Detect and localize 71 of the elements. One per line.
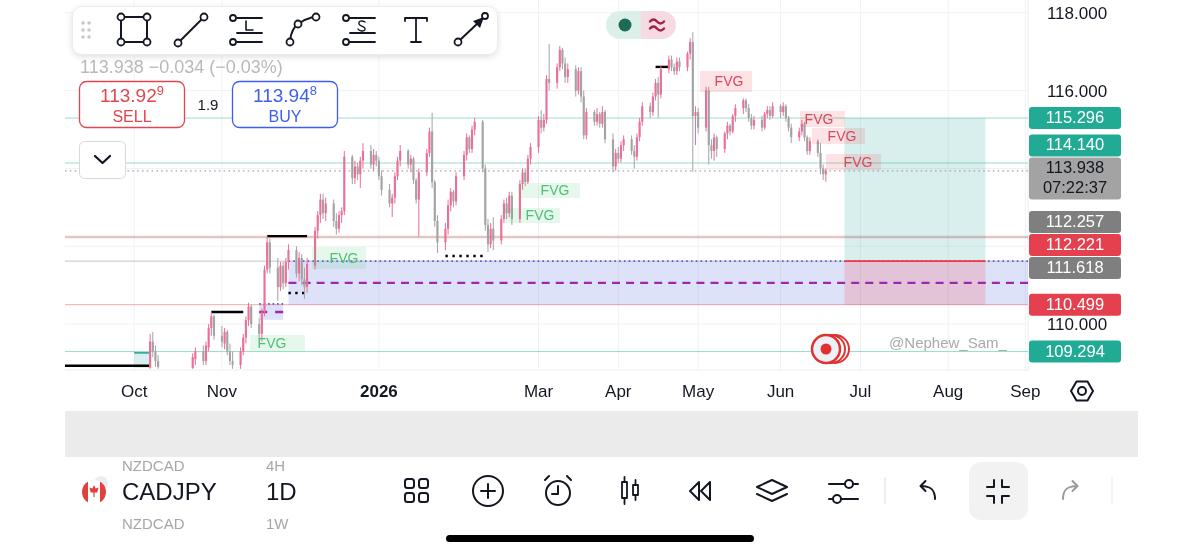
x-tick-label: Jun	[766, 382, 795, 401]
candlestick	[713, 132, 716, 162]
candlestick	[388, 183, 391, 208]
candlestick	[282, 261, 285, 290]
y-tick-label: 116.000	[1046, 81, 1108, 101]
candlestick	[220, 325, 224, 348]
candlestick	[321, 193, 325, 220]
candlestick	[223, 327, 226, 350]
candlestick	[276, 257, 279, 302]
ref-line-label: 112.257	[1045, 212, 1105, 231]
x-tick-label: Nov	[206, 382, 238, 401]
annotation: SELL	[112, 108, 152, 125]
candlestick	[369, 144, 372, 169]
annotation: FVG	[827, 128, 857, 144]
annotation: FVG	[540, 182, 570, 198]
text: 4H	[266, 457, 286, 474]
text: 1D	[266, 478, 297, 505]
ref-line-label: 111.618	[1046, 258, 1104, 277]
x-tick-label: Sep	[1010, 382, 1041, 401]
text: CADJPY	[122, 478, 217, 505]
candlestick	[306, 257, 309, 294]
candlestick	[548, 43, 551, 92]
annotation: FVG	[804, 111, 834, 127]
candlestick	[697, 107, 700, 134]
ref-line-label: 115.296	[1045, 108, 1105, 127]
annotation: FVG	[525, 207, 555, 223]
x-tick-label: 2026	[359, 382, 398, 401]
candlestick	[489, 222, 492, 249]
candlestick	[250, 304, 253, 329]
ref-line-label: 110.499	[1045, 294, 1105, 313]
candlestick	[585, 107, 588, 140]
x-tick-label: Mar	[523, 382, 554, 401]
annotation: FVG	[714, 73, 744, 89]
annotation: FVG	[257, 335, 287, 351]
candlestick	[407, 148, 410, 169]
candlestick	[202, 344, 205, 366]
ref-line-label: 114.140	[1045, 135, 1105, 154]
annotation: @Nephew_Sam_	[889, 334, 1008, 351]
ref-line-label: 113.938	[1045, 158, 1105, 177]
candlestick	[337, 210, 341, 234]
candlestick	[295, 245, 298, 278]
annotation: 1.9	[197, 96, 219, 113]
annotation: 113.94$^{8}$	[253, 82, 317, 106]
candlestick	[505, 197, 508, 220]
annotation: 113.92$^{9}$	[100, 82, 164, 106]
x-tick-label: Apr	[605, 382, 632, 401]
candlestick	[760, 115, 764, 132]
y-tick-label: 118.000	[1046, 3, 1108, 23]
annotation: FVG	[329, 250, 359, 266]
text: NZDCAD	[122, 457, 185, 474]
annotation: 113.938 −0.034 (−0.03%)	[80, 57, 283, 77]
candlestick	[566, 62, 569, 84]
x-tick-label: May	[682, 382, 715, 401]
candlestick	[574, 64, 577, 97]
text: 1W	[266, 515, 290, 532]
x-tick-label: Aug	[933, 382, 964, 401]
annotation: FVG	[843, 154, 873, 170]
candlestick	[715, 134, 718, 158]
x-tick-label: Jul	[849, 382, 872, 401]
candlestick	[510, 191, 513, 226]
sell-button: 113.92$^{9}$ SELL	[78, 80, 186, 129]
x-tick-label: Oct	[120, 382, 148, 401]
candlestick	[212, 313, 216, 341]
ref-line-label: 112.221	[1045, 235, 1105, 254]
annotation: BUY	[268, 108, 302, 125]
buy-button: 113.94$^{8}$ BUY	[231, 80, 339, 129]
y-tick-label: 110.000	[1046, 315, 1108, 335]
ref-line-label: 109.294	[1045, 341, 1105, 360]
text: NZDCAD	[122, 515, 185, 532]
text: 07:22:37	[1042, 178, 1108, 197]
candlestick	[324, 197, 327, 222]
